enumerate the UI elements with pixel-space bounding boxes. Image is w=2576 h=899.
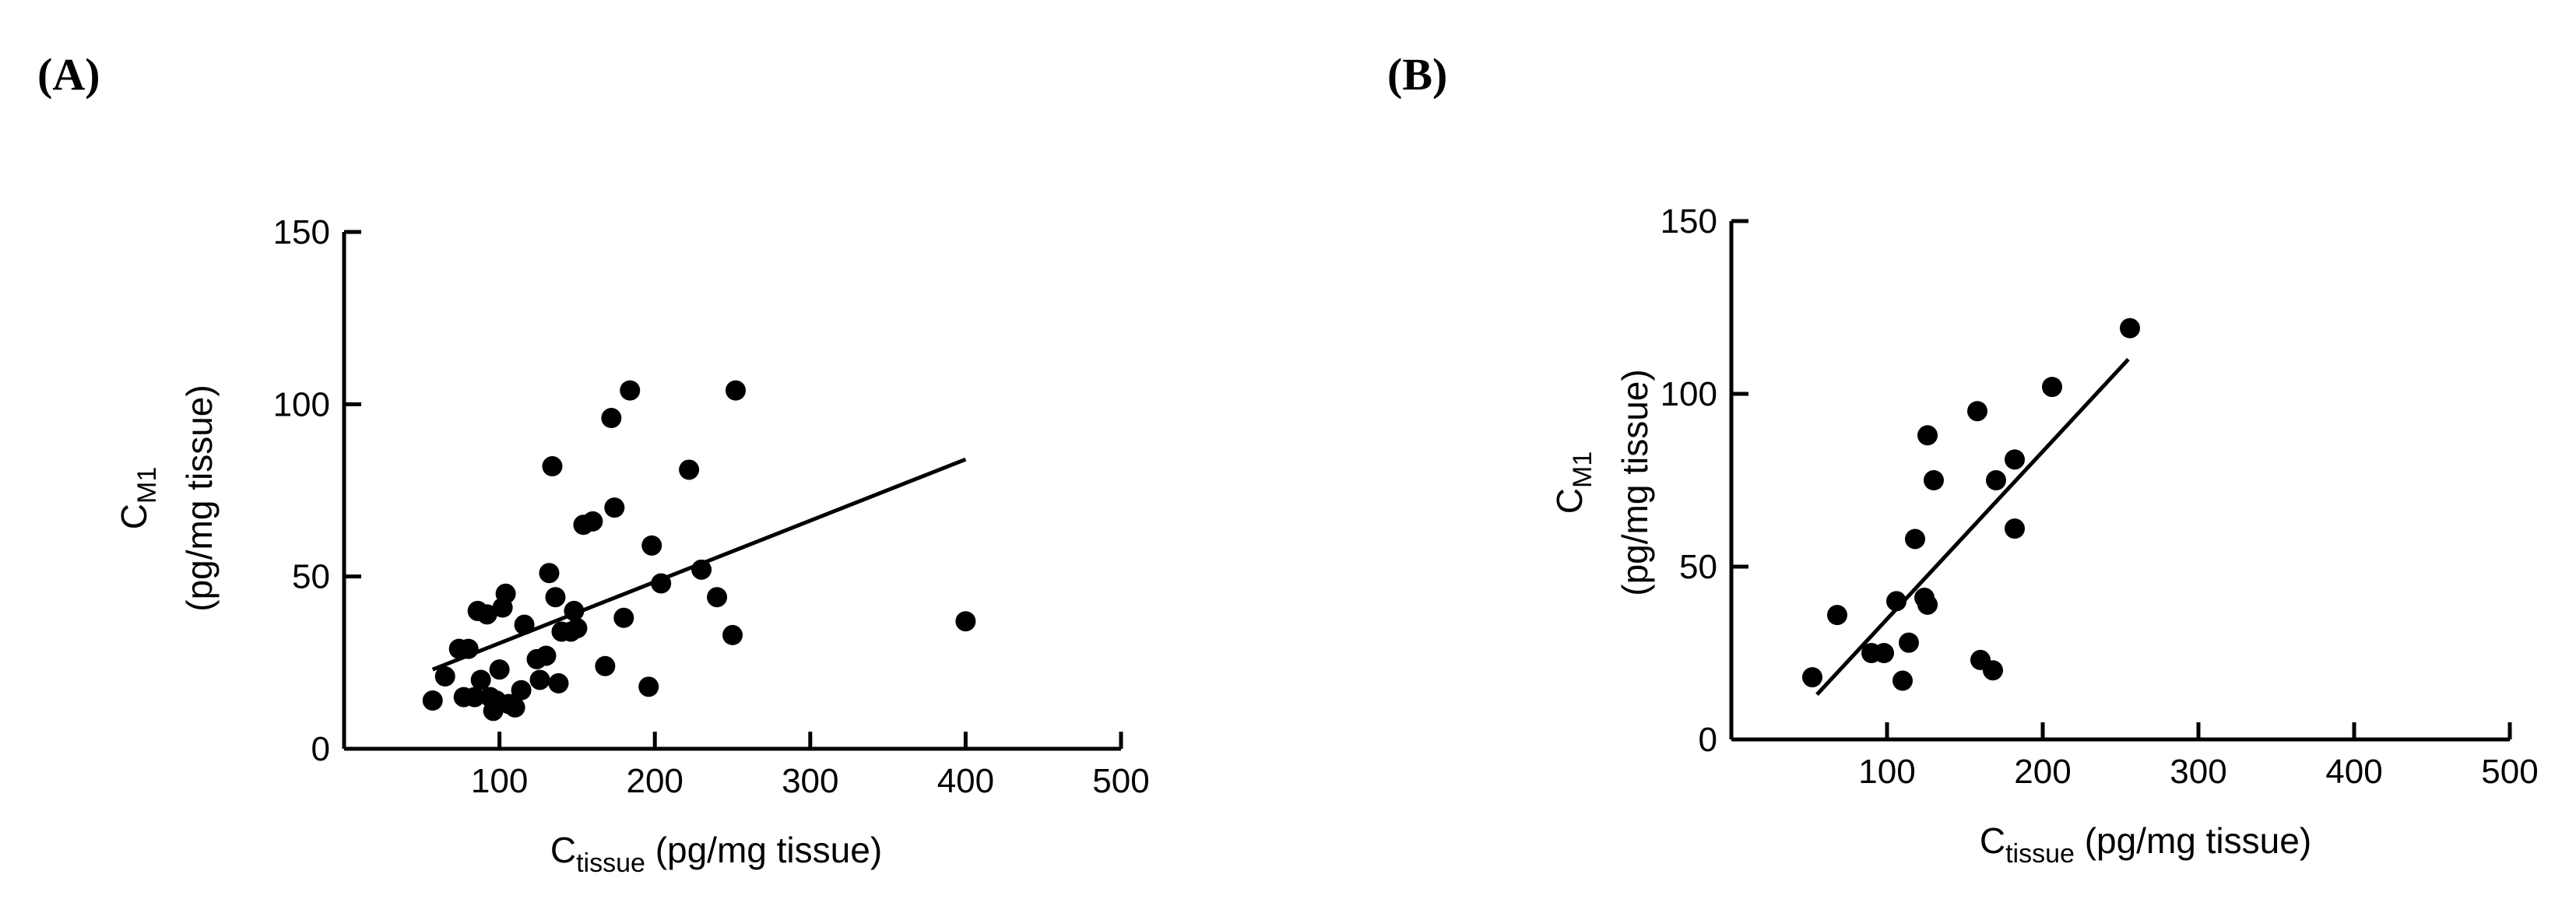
data-point bbox=[1967, 401, 1987, 422]
data-point bbox=[1924, 470, 1944, 490]
data-point bbox=[1905, 529, 1925, 550]
x-tick-label: 400 bbox=[2325, 753, 2382, 791]
y-tick-label: 150 bbox=[273, 213, 330, 251]
data-point bbox=[707, 587, 728, 608]
data-point bbox=[567, 618, 588, 639]
data-point bbox=[1874, 643, 1894, 663]
data-point bbox=[464, 687, 485, 708]
data-point bbox=[1917, 425, 1938, 446]
data-point bbox=[679, 459, 700, 480]
panel-b: (B) 100 200 300 400 500 0 50 100 150 Ctissue (pg… bbox=[1387, 49, 2539, 869]
svg-text:(pg/mg tissue): (pg/mg tissue) bbox=[1615, 369, 1655, 595]
x-tick-label: 500 bbox=[2481, 753, 2538, 791]
panel-a-points bbox=[422, 380, 976, 722]
data-point bbox=[495, 583, 516, 604]
regression-line bbox=[431, 457, 967, 672]
data-point bbox=[511, 680, 532, 701]
svg-text:(pg/mg tissue): (pg/mg tissue) bbox=[179, 385, 220, 611]
panel-b-x-axis-label: Ctissue (pg/mg tissue) bbox=[1980, 820, 2311, 869]
x-tick-label: 200 bbox=[626, 762, 683, 800]
data-point bbox=[2005, 518, 2025, 539]
x-tick-label: 100 bbox=[471, 762, 528, 800]
svg-text:CM1: CM1 bbox=[1549, 451, 1597, 514]
y-tick-label: 150 bbox=[1661, 202, 1717, 241]
panel-a: (A) 100 200 300 400 500 0 50 100 150 Ctissue (pg… bbox=[37, 49, 1150, 878]
x-tick-label: 200 bbox=[2014, 753, 2071, 791]
data-point bbox=[545, 587, 566, 608]
panel-a-x-axis-label: Ctissue (pg/mg tissue) bbox=[550, 830, 882, 878]
y-tick-label: 0 bbox=[311, 730, 330, 768]
y-tick-label: 100 bbox=[1661, 375, 1717, 413]
data-point bbox=[1983, 660, 2003, 681]
y-tick-label: 0 bbox=[1699, 721, 1717, 759]
data-point bbox=[542, 456, 563, 477]
panel-a-ticks: 100 200 300 400 500 0 50 100 150 bbox=[273, 213, 1150, 800]
panel-b-points bbox=[1802, 318, 2140, 696]
data-point bbox=[1827, 605, 1847, 626]
data-point bbox=[504, 697, 525, 718]
panel-a-label: (A) bbox=[37, 49, 100, 100]
data-point bbox=[1917, 594, 1938, 615]
data-point bbox=[595, 655, 616, 676]
x-tick-label: 300 bbox=[782, 762, 838, 800]
data-point bbox=[470, 669, 491, 690]
data-point bbox=[1802, 667, 1822, 688]
data-point bbox=[2042, 377, 2062, 398]
y-tick-label: 50 bbox=[292, 558, 330, 596]
panel-a-y-axis-label: CM1 (pg/mg tissue) bbox=[114, 385, 220, 611]
data-point bbox=[955, 611, 976, 632]
data-point bbox=[536, 645, 557, 666]
panel-b-axes bbox=[1729, 221, 2510, 742]
data-point bbox=[620, 380, 641, 401]
x-tick-label: 300 bbox=[2170, 753, 2226, 791]
svg-text:CM1: CM1 bbox=[114, 467, 162, 529]
data-point bbox=[604, 497, 625, 518]
data-point bbox=[582, 511, 603, 532]
panel-b-ticks: 100 200 300 400 500 0 50 100 150 bbox=[1661, 202, 2539, 791]
regression-line bbox=[1815, 357, 2130, 696]
data-point bbox=[638, 676, 659, 697]
data-point bbox=[422, 690, 443, 711]
data-point bbox=[529, 669, 550, 690]
x-tick-label: 500 bbox=[1092, 762, 1149, 800]
y-tick-label: 50 bbox=[1679, 548, 1717, 586]
data-point bbox=[601, 408, 622, 429]
panel-b-y-axis-label: CM1 (pg/mg tissue) bbox=[1549, 369, 1655, 595]
data-point bbox=[548, 672, 569, 694]
data-point bbox=[2005, 449, 2025, 470]
x-tick-label: 100 bbox=[1858, 753, 1915, 791]
data-point bbox=[489, 659, 510, 680]
data-point bbox=[1892, 670, 1913, 691]
data-point bbox=[641, 535, 662, 556]
data-point bbox=[539, 563, 560, 584]
panel-b-label: (B) bbox=[1387, 49, 1447, 100]
data-point bbox=[434, 666, 455, 687]
panel-a-axes bbox=[342, 232, 1121, 751]
data-point bbox=[2120, 318, 2140, 339]
data-point bbox=[476, 604, 497, 625]
data-point bbox=[613, 607, 634, 628]
data-point bbox=[1899, 632, 1919, 653]
data-point bbox=[725, 380, 746, 401]
data-point bbox=[722, 624, 743, 645]
y-tick-label: 100 bbox=[273, 385, 330, 423]
data-point bbox=[1986, 470, 2006, 490]
x-tick-label: 400 bbox=[937, 762, 994, 800]
